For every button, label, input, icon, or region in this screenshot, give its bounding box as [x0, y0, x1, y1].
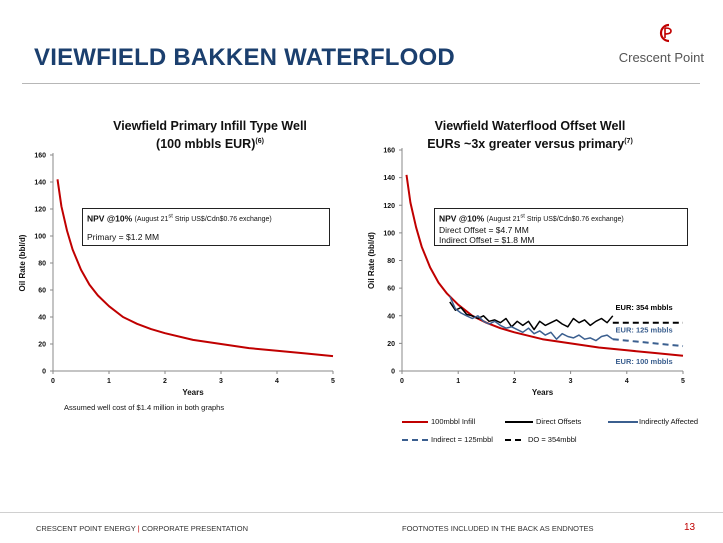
- left-chart-title: Viewfield Primary Infill Type Well (100 …: [80, 118, 340, 152]
- left-y-tick-label: 40: [38, 315, 46, 322]
- legend-indirect-forecast: Indirect = 125mbbl: [402, 435, 493, 444]
- left-x-tick-label: 4: [275, 378, 279, 385]
- company-logo: Crescent Point: [604, 22, 704, 72]
- right-x-tick-label: 0: [400, 378, 404, 385]
- right-chart-title-line2: EURs ~3x greater versus primary: [427, 137, 625, 152]
- left-npv-label: NPV @10%: [87, 213, 133, 224]
- right-npv-header: NPV @10% (August 21st Strip US$/Cdn$0.76…: [439, 212, 683, 225]
- left-x-tick-label: 3: [219, 378, 223, 385]
- right-chart-title-footnote: (7): [624, 138, 633, 145]
- left-x-axis-title: Years: [182, 388, 204, 397]
- legend-indirect: Indirectly Affected: [608, 417, 698, 426]
- right-y-tick-label: 140: [383, 175, 395, 182]
- right-y-tick-label: 20: [387, 341, 395, 348]
- legend-direct-forecast: DO = 354mbbl: [505, 435, 577, 444]
- left-x-tick-label: 5: [331, 378, 335, 385]
- legend-indirect-label: Indirectly Affected: [639, 417, 699, 426]
- footer-divider: [0, 512, 723, 513]
- legend-direct-forecast-swatch: [505, 438, 525, 441]
- footer-separator: |: [137, 524, 140, 533]
- right-x-tick-label: 3: [569, 378, 573, 385]
- right-npv-note: (August 21st Strip US$/Cdn$0.76 exchange…: [486, 214, 624, 224]
- legend-indirect-forecast-label: Indirect = 125mbbl: [431, 435, 493, 444]
- left-npv-box: NPV @10% (August 21st Strip US$/Cdn$0.76…: [82, 208, 330, 246]
- right-y-tick-label: 100: [383, 230, 395, 237]
- legend-direct-label: Direct Offsets: [536, 417, 582, 426]
- right-y-tick-label: 80: [387, 258, 395, 265]
- right-series-indirect: [449, 296, 614, 342]
- right-y-tick-label: 0: [391, 369, 395, 376]
- left-npv-primary: Primary = $1.2 MM: [87, 232, 160, 243]
- legend-direct: Direct Offsets: [505, 417, 581, 426]
- crescent-logo-icon: [659, 23, 672, 43]
- right-chart-title-line1: Viewfield Waterflood Offset Well: [434, 119, 626, 133]
- left-y-tick-label: 0: [42, 369, 46, 376]
- footer-section: CORPORATE PRESENTATION: [141, 524, 249, 533]
- footer-note: FOOTNOTES INCLUDED IN THE BACK AS ENDNOT…: [402, 524, 594, 533]
- footer-company: CRESCENT POINT ENERGY | CORPORATE PRESEN…: [36, 524, 248, 533]
- footer-company-name: CRESCENT POINT ENERGY: [36, 524, 136, 533]
- right-npv-indirect: Indirect Offset = $1.8 MM: [439, 235, 535, 246]
- right-npv-direct: Direct Offset = $4.7 MM: [439, 225, 529, 236]
- eur-annotation-2: EUR: 125 mbbls: [616, 325, 673, 334]
- title-divider: [22, 83, 700, 84]
- left-y-tick-label: 80: [38, 261, 46, 268]
- right-x-tick-label: 4: [625, 378, 629, 385]
- left-x-tick-label: 0: [51, 378, 55, 385]
- right-chart-title: Viewfield Waterflood Offset Well EURs ~3…: [400, 118, 660, 152]
- left-x-tick-label: 2: [163, 378, 167, 385]
- left-chart-title-line1: Viewfield Primary Infill Type Well: [113, 119, 307, 133]
- left-chart-title-footnote: (6): [255, 138, 264, 145]
- left-y-tick-label: 100: [34, 234, 46, 241]
- right-npv-label: NPV @10%: [439, 213, 485, 224]
- right-x-tick-label: 2: [512, 378, 516, 385]
- right-x-tick-label: 1: [456, 378, 460, 385]
- legend-infill-label: 100mbbl Infill: [431, 417, 476, 426]
- left-chart-title-line2: (100 mbbls EUR): [156, 137, 256, 152]
- page-number: 13: [684, 522, 696, 533]
- right-y-tick-label: 60: [387, 286, 395, 293]
- left-y-tick-label: 140: [34, 180, 46, 187]
- well-cost-note: Assumed well cost of $1.4 million in bot…: [64, 403, 225, 412]
- right-series-direct: [449, 301, 614, 331]
- legend-indirect-forecast-swatch: [402, 438, 428, 441]
- right-npv-box: NPV @10% (August 21st Strip US$/Cdn$0.76…: [434, 208, 688, 246]
- left-series-infill: [56, 179, 334, 358]
- right-y-tick-label: 160: [383, 148, 395, 155]
- right-series-infill: [405, 174, 684, 357]
- legend-infill-swatch: [402, 420, 428, 423]
- right-y-tick-label: 40: [387, 313, 395, 320]
- eur-annotation-1: EUR: 354 mbbls: [616, 303, 673, 312]
- left-npv-header: NPV @10% (August 21st Strip US$/Cdn$0.76…: [87, 212, 325, 225]
- left-npv-note: (August 21st Strip US$/Cdn$0.76 exchange…: [134, 214, 272, 224]
- left-y-tick-label: 20: [38, 342, 46, 349]
- right-y-axis-title: Oil Rate (bbl/d): [367, 232, 376, 289]
- legend-infill: 100mbbl Infill: [402, 417, 475, 426]
- left-y-tick-label: 60: [38, 288, 46, 295]
- right-x-tick-label: 5: [681, 378, 685, 385]
- right-series-indirect-fc: [612, 338, 684, 348]
- page-title: VIEWFIELD BAKKEN WATERFLOOD: [34, 44, 455, 71]
- legend-direct-forecast-label: DO = 354mbbl: [528, 435, 577, 444]
- left-y-tick-label: 160: [34, 153, 46, 160]
- left-y-axis-title: Oil Rate (bbl/d): [18, 234, 27, 291]
- right-x-axis-title: Years: [532, 388, 554, 397]
- right-y-tick-label: 120: [383, 203, 395, 210]
- logo-text: Crescent Point: [618, 50, 704, 65]
- left-y-tick-label: 120: [34, 207, 46, 214]
- eur-annotation-3: EUR: 100 mbbls: [616, 357, 673, 366]
- left-x-tick-label: 1: [107, 378, 111, 385]
- legend-direct-swatch: [505, 420, 533, 423]
- legend-indirect-swatch: [608, 420, 638, 423]
